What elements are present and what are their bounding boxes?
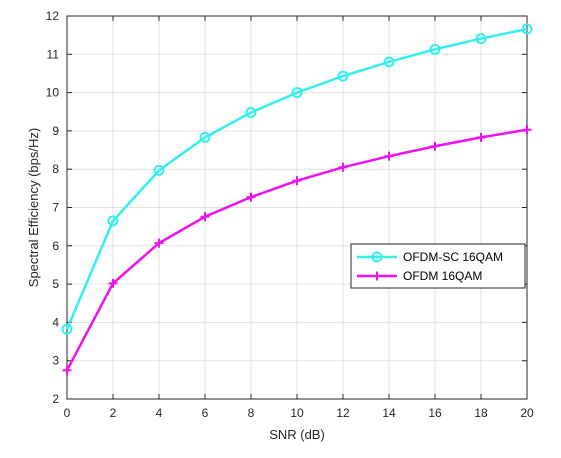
- series-1: [61, 23, 533, 335]
- y-tick-label: 7: [52, 201, 59, 215]
- series: [61, 23, 533, 375]
- legend-marker: [372, 271, 382, 281]
- legend-label: OFDM 16QAM: [403, 269, 482, 283]
- data-point: [246, 192, 256, 202]
- data-point: [200, 212, 210, 222]
- x-tick-label: 18: [474, 406, 488, 420]
- data-point: [61, 323, 73, 335]
- x-tick-label: 2: [110, 406, 117, 420]
- legend-box: [350, 243, 526, 289]
- data-point: [475, 33, 487, 45]
- legend-item: OFDM 16QAM: [357, 269, 482, 283]
- y-tick-label: 6: [52, 239, 59, 253]
- y-tick-label: 4: [52, 315, 59, 329]
- y-tick-label: 5: [52, 277, 59, 291]
- legend-label: OFDM-SC 16QAM: [403, 250, 503, 264]
- data-point: [245, 107, 257, 119]
- data-point: [476, 132, 486, 142]
- data-point: [153, 164, 165, 176]
- y-tick-label: 2: [52, 392, 59, 406]
- data-point: [62, 365, 72, 375]
- data-point: [107, 215, 119, 227]
- x-axis-label: SNR (dB): [269, 427, 325, 442]
- x-tick-label: 8: [248, 406, 255, 420]
- x-tick-label: 20: [520, 406, 534, 420]
- y-tick-label: 9: [52, 124, 59, 138]
- x-tick-label: 4: [156, 406, 163, 420]
- x-tick-label: 12: [336, 406, 350, 420]
- data-point: [292, 176, 302, 186]
- data-point: [199, 131, 211, 143]
- y-tick-label: 10: [46, 86, 60, 100]
- legend-marker: [371, 251, 383, 263]
- data-point: [337, 70, 349, 82]
- legend-items: OFDM-SC 16QAM OFDM 16QAM: [357, 250, 503, 283]
- legend: OFDM-SC 16QAM OFDM 16QAM: [350, 243, 526, 289]
- x-tick-label: 0: [64, 406, 71, 420]
- y-axis-label: Spectral Efficiency (bps/Hz): [26, 128, 41, 287]
- data-point: [154, 238, 164, 248]
- data-point: [291, 87, 303, 99]
- data-point: [429, 43, 441, 55]
- y-tick-label: 12: [46, 9, 60, 23]
- y-tick-label: 3: [52, 354, 59, 368]
- x-tick-label: 10: [290, 406, 304, 420]
- series-2: [62, 125, 532, 375]
- y-tick-label: 8: [52, 162, 59, 176]
- data-point: [108, 278, 118, 288]
- x-tick-label: 14: [382, 406, 396, 420]
- grid: [67, 16, 527, 399]
- x-tick-label: 6: [202, 406, 209, 420]
- data-point: [384, 151, 394, 161]
- data-point: [522, 125, 532, 135]
- x-tick-label: 16: [428, 406, 442, 420]
- y-tick-label: 11: [47, 47, 60, 61]
- series-line: [65, 27, 528, 330]
- data-point: [521, 23, 533, 35]
- data-point: [338, 162, 348, 172]
- data-point: [430, 141, 440, 151]
- data-point: [383, 56, 395, 68]
- legend-item: OFDM-SC 16QAM: [357, 250, 503, 264]
